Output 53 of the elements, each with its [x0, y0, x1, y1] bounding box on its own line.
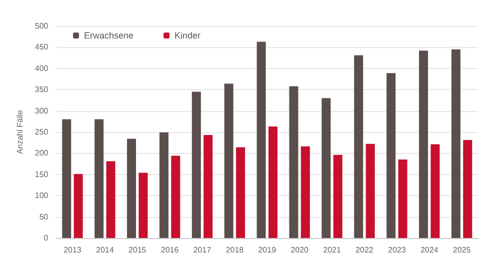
y-tick-label: 200 [34, 148, 49, 158]
x-tick-label: 2017 [193, 246, 212, 254]
bar [62, 119, 72, 238]
y-tick-label: 450 [34, 42, 49, 52]
bar [289, 86, 298, 238]
x-tick-label: 2018 [226, 246, 244, 254]
legend-label: Kinder [174, 30, 201, 40]
y-tick-label: 50 [39, 212, 49, 222]
x-tick-label: 2013 [64, 246, 82, 254]
bar [127, 138, 136, 238]
bar [386, 73, 396, 238]
x-tick-label: 2021 [323, 246, 342, 254]
y-axis-title: Anzahl Fälle [16, 109, 24, 154]
bar [171, 156, 180, 238]
y-tick-label: 100 [34, 191, 49, 200]
bar [463, 140, 472, 238]
y-tick-label: 250 [34, 128, 49, 136]
bar [300, 146, 310, 238]
x-tick-label: 2019 [258, 246, 277, 254]
bar [322, 98, 331, 238]
y-tick-label: 350 [34, 85, 49, 94]
bar [354, 55, 364, 238]
y-tick-label: 300 [34, 106, 49, 116]
bar [74, 174, 83, 238]
bar [418, 50, 428, 238]
x-tick-label: 2024 [420, 246, 439, 254]
x-tick-label: 2020 [290, 246, 310, 254]
x-tick-label: 2014 [96, 246, 114, 254]
y-tick-label: 500 [34, 22, 49, 30]
bar [138, 172, 148, 238]
x-tick-label: 2023 [388, 246, 406, 254]
y-tick-label: 150 [34, 170, 49, 179]
x-tick-label: 2025 [452, 246, 472, 254]
bar [333, 154, 342, 238]
legend-label: Erwachsene [84, 30, 134, 40]
x-tick-label: 2022 [356, 246, 374, 254]
bar [94, 119, 104, 238]
bar [224, 84, 234, 238]
bar [106, 161, 116, 238]
bar [204, 134, 213, 238]
bar [159, 132, 168, 238]
x-tick-label: 2015 [128, 246, 147, 254]
bar [366, 144, 375, 238]
bar [398, 160, 408, 238]
bar [256, 42, 266, 238]
x-tick-label: 2016 [160, 246, 180, 254]
bar [268, 126, 278, 238]
bar [192, 92, 201, 238]
bar [451, 49, 460, 238]
bar [430, 144, 440, 238]
bar [236, 147, 246, 238]
y-tick-label: 400 [34, 64, 49, 73]
y-tick-label: 0 [44, 234, 49, 242]
